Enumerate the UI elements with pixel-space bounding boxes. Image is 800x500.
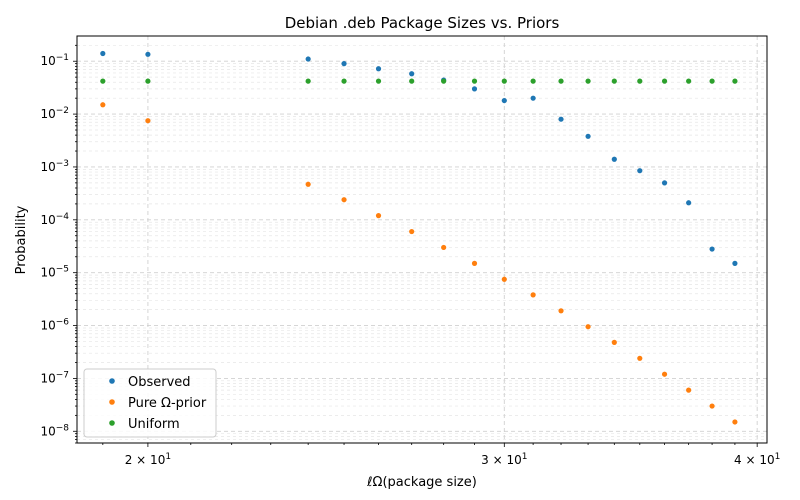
data-point xyxy=(100,50,106,57)
data-point xyxy=(732,419,738,425)
data-point xyxy=(471,78,478,84)
data-point xyxy=(409,78,415,84)
data-point xyxy=(341,197,347,203)
data-point xyxy=(530,78,536,84)
y-axis-ticks: 10−110−210−310−410−510−610−710−8 xyxy=(40,44,77,444)
chart-title: Debian .deb Package Sizes vs. Priors xyxy=(285,14,560,32)
data-point xyxy=(441,244,447,251)
data-point xyxy=(661,371,668,377)
legend-label: Observed xyxy=(128,375,191,390)
data-point xyxy=(341,61,347,67)
data-point xyxy=(637,78,643,84)
legend-marker xyxy=(109,378,115,384)
data-point xyxy=(709,78,715,84)
data-point xyxy=(611,339,617,345)
data-point xyxy=(145,118,151,124)
series-pure-prior xyxy=(100,102,738,425)
data-point xyxy=(611,78,617,84)
data-point xyxy=(471,260,478,266)
data-point xyxy=(661,78,668,84)
legend-label: Pure Ω-prior xyxy=(128,396,207,411)
x-tick-label: 3 × 101 xyxy=(481,452,527,467)
data-point xyxy=(145,78,151,84)
data-point xyxy=(558,78,564,84)
data-point xyxy=(686,78,692,84)
data-point xyxy=(709,403,715,409)
data-point xyxy=(305,56,311,62)
legend-marker xyxy=(109,399,115,405)
data-point xyxy=(530,95,536,101)
data-point xyxy=(100,102,106,108)
data-point xyxy=(530,292,536,298)
data-point xyxy=(585,324,591,330)
data-point xyxy=(501,97,507,104)
data-point xyxy=(441,78,447,84)
data-point xyxy=(375,213,382,219)
data-point xyxy=(471,86,478,92)
data-point xyxy=(686,387,692,393)
x-tick-label: 4 × 101 xyxy=(734,452,780,467)
data-point xyxy=(661,180,668,186)
data-point xyxy=(409,71,415,77)
legend-marker xyxy=(109,420,115,426)
data-point xyxy=(585,78,591,84)
data-point xyxy=(145,51,151,57)
data-point xyxy=(501,276,507,282)
data-point xyxy=(305,181,311,187)
data-point xyxy=(409,228,415,235)
plot-frame xyxy=(76,35,768,444)
data-point xyxy=(558,116,564,122)
data-point xyxy=(501,78,507,84)
data-point xyxy=(637,355,643,361)
data-point xyxy=(558,308,564,314)
data-point xyxy=(585,133,591,139)
data-point xyxy=(732,260,738,266)
data-point xyxy=(305,78,311,84)
y-axis-label: Probability xyxy=(14,205,29,274)
data-point xyxy=(375,78,382,84)
series-uniform xyxy=(100,78,738,84)
data-point xyxy=(732,78,738,84)
data-point xyxy=(637,168,643,174)
legend-label: Uniform xyxy=(128,417,180,432)
data-points xyxy=(100,50,738,425)
x-axis-ticks: 2 × 101 3 × 101 4 × 101 xyxy=(102,443,780,467)
data-point xyxy=(686,200,692,206)
data-point xyxy=(611,156,617,162)
x-tick-label: 2 × 101 xyxy=(125,452,171,467)
legend-box xyxy=(83,368,217,438)
series-observed xyxy=(100,50,738,266)
data-point xyxy=(709,246,715,252)
data-point xyxy=(100,78,106,84)
legend: Observed Pure Ω-prior Uniform xyxy=(83,368,217,438)
data-point xyxy=(375,66,382,72)
x-axis-label: ℓΩ(package size) xyxy=(366,475,477,490)
data-point xyxy=(341,78,347,84)
